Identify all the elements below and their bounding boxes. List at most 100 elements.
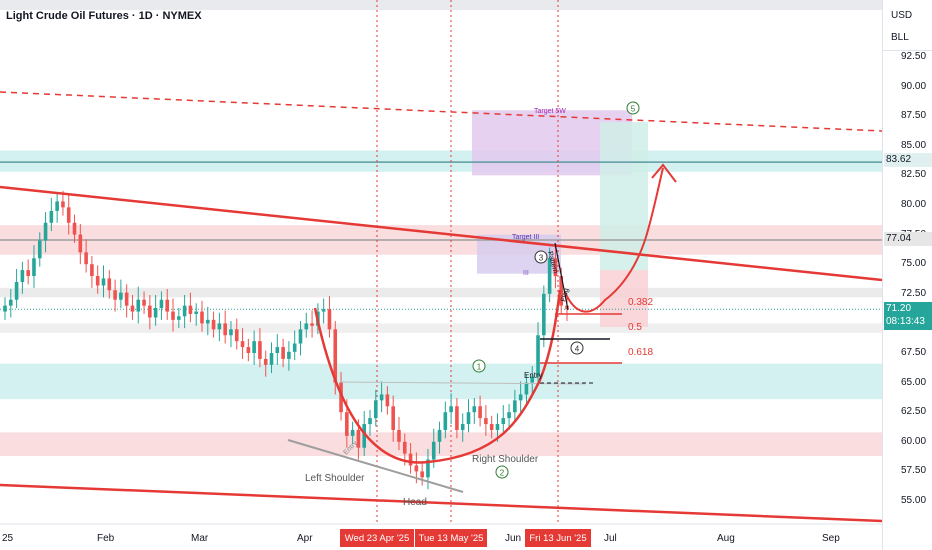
candle-body: [205, 319, 210, 324]
price-tick: 90.00: [901, 80, 927, 92]
candle-body: [484, 418, 488, 425]
circle-2: 2: [495, 465, 509, 479]
candle-body: [292, 343, 297, 352]
candle-body: [304, 323, 309, 330]
candle-body: [374, 400, 378, 419]
candle-body: [90, 264, 94, 277]
circle-5: 5: [626, 101, 640, 115]
flag-label: Flag: [560, 287, 570, 302]
candle-body: [420, 471, 424, 478]
dashed-channel-line: [0, 91, 883, 132]
circle-5-number: 5: [631, 105, 636, 114]
candle-body: [495, 424, 500, 430]
candle-body: [321, 309, 326, 312]
candle-body: [211, 319, 216, 330]
price-tick: 72.50: [901, 287, 927, 299]
neckline-lower: [287, 439, 464, 493]
arrow-head: [651, 163, 677, 183]
candle-body: [263, 358, 268, 365]
resistance-zone-60: [0, 432, 882, 457]
price-tick: 80.00: [901, 199, 927, 210]
candle-body: [37, 240, 42, 259]
candle-body: [449, 406, 453, 413]
iii-label: III: [523, 270, 529, 277]
annotation-labels: 0.382 0.5 0.618 Target 5W Target III III…: [305, 101, 653, 508]
candle-body: [55, 201, 59, 211]
grey-band-70: [0, 323, 882, 333]
candle-body: [478, 406, 482, 419]
candle-body: [240, 341, 245, 348]
target-5w-label: Target 5W: [534, 108, 566, 115]
candle-body: [513, 400, 517, 413]
time-tick-apr: Apr: [297, 533, 313, 544]
time-tick-jul: Jul: [604, 533, 617, 544]
candle-body: [43, 222, 48, 241]
candle-body: [547, 258, 552, 294]
price-tick: 67.50: [901, 347, 927, 358]
grey-band-72: [0, 287, 882, 298]
candle-body: [275, 347, 280, 353]
candle-body: [177, 316, 181, 320]
lower-trendline: [0, 483, 883, 523]
currency-label[interactable]: USD: [891, 10, 913, 21]
circle-2-number: 2: [500, 469, 505, 478]
circle-1: 1: [472, 359, 486, 373]
candle-body: [234, 329, 239, 342]
candle-body: [229, 329, 233, 336]
candle-body: [269, 353, 274, 365]
time-tick-25: 25: [2, 533, 14, 544]
candle-body: [14, 281, 19, 300]
candle-body: [408, 453, 413, 466]
candle-body: [66, 207, 71, 223]
time-tick-aug: Aug: [717, 533, 735, 544]
candle-body: [466, 412, 471, 425]
chart-title: Light Crude Oil Futures · 1D · NYMEX: [6, 10, 202, 22]
price-label-8362-text: 83.62: [886, 154, 912, 165]
candle-body: [194, 311, 198, 314]
candle-body: [489, 424, 494, 430]
candle-body: [333, 329, 338, 383]
candle-body: [437, 429, 442, 442]
candle-body: [356, 429, 361, 448]
candle-body: [559, 276, 564, 306]
candle-body: [431, 441, 436, 460]
countdown-text: 08:13:43: [886, 316, 925, 327]
candle-body: [252, 341, 256, 353]
candle-body: [165, 299, 170, 312]
fib-label-0618: 0.618: [628, 347, 653, 358]
price-tick: 75.00: [901, 258, 927, 270]
markers-layer: [376, 0, 559, 524]
candle-body: [368, 418, 372, 425]
candle-body: [153, 308, 158, 318]
candle-body: [397, 429, 401, 442]
candle-body: [385, 394, 390, 407]
price-tick: 60.00: [901, 435, 927, 447]
support-zone-top: [0, 150, 882, 172]
currency-divider: [883, 50, 932, 51]
price-tick: 57.50: [901, 465, 927, 477]
price-axis[interactable]: USD BLL 55.0057.5060.0062.5065.0067.5070…: [882, 0, 932, 550]
price-tick: 82.50: [901, 169, 927, 181]
candle-body: [524, 382, 529, 395]
candle-body: [327, 309, 332, 330]
candle-body: [426, 459, 430, 478]
candle-body: [26, 270, 30, 277]
price-tick: 85.00: [901, 139, 927, 151]
candle-body: [518, 394, 523, 401]
candle-body: [455, 406, 459, 430]
time-tick-feb: Feb: [97, 533, 115, 544]
candle-body: [20, 270, 25, 282]
candle-body: [119, 292, 123, 300]
head-label: Head: [403, 497, 427, 508]
circle-4: 4: [570, 341, 584, 355]
unit-label[interactable]: BLL: [891, 32, 909, 43]
candle-body: [460, 424, 465, 430]
candle-body: [507, 412, 511, 419]
candle-body: [182, 305, 187, 317]
candle-body: [501, 418, 506, 425]
candle-body: [200, 311, 204, 324]
candle-body: [258, 341, 262, 359]
neckline-upper: [339, 381, 586, 385]
time-axis[interactable]: 25 Feb Mar Apr Jun Jul Aug Sep Wed 23 Ap…: [0, 523, 882, 547]
